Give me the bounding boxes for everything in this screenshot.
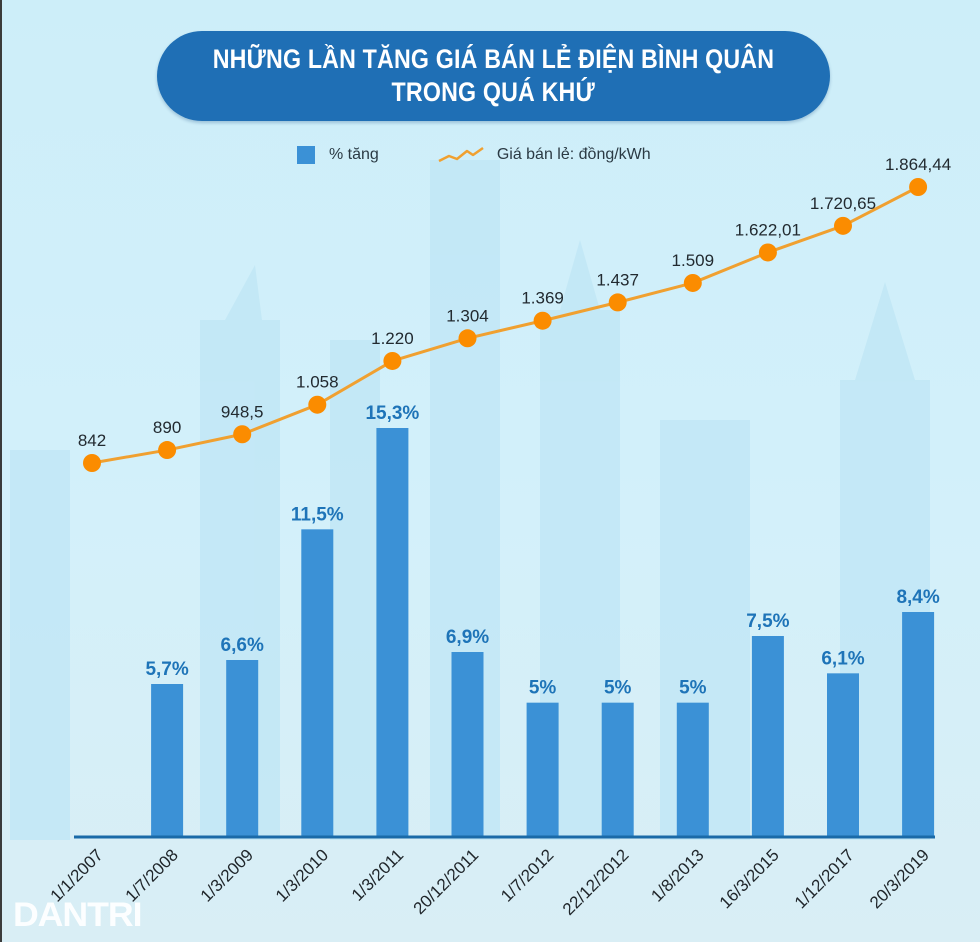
title-banner: NHỮNG LẦN TĂNG GIÁ BÁN LẺ ĐIỆN BÌNH QUÂN… [157, 31, 830, 121]
bar [526, 702, 559, 836]
x-axis-label: 22/12/2012 [559, 845, 633, 919]
bar-value-label: 6,1% [821, 648, 864, 669]
price-marker [533, 311, 552, 330]
price-marker [608, 293, 627, 312]
legend-item-price: Giá bán lẻ: đồng/kWh [437, 146, 651, 164]
title-line-1: NHỮNG LẦN TĂNG GIÁ BÁN LẺ ĐIỆN BÌNH QUÂN [212, 44, 775, 74]
bar [376, 428, 409, 836]
bar [751, 636, 784, 836]
bar-value-label: 6,9% [446, 627, 489, 648]
price-value-label: 1.304 [446, 306, 489, 325]
x-axis-label: 1/12/2017 [791, 845, 858, 912]
bar-value-label: 5% [679, 678, 707, 699]
legend-item-percent: % tăng [297, 146, 379, 164]
price-value-label: 890 [153, 418, 181, 437]
bar-value-label: 5% [604, 678, 632, 699]
x-axis-label: 1/8/2013 [647, 845, 707, 905]
price-line [91, 185, 919, 465]
x-axis-label: 1/3/2009 [197, 845, 257, 905]
bar [451, 652, 484, 836]
bar-value-label: 5,7% [145, 659, 188, 680]
line-swatch-icon [438, 146, 484, 163]
x-axis-label: 16/3/2015 [716, 845, 783, 912]
x-axis-label: 20/12/2011 [410, 845, 483, 918]
x-axis-label: 1/3/2011 [348, 845, 407, 904]
bar-value-label: 15,3% [365, 403, 419, 424]
price-marker [233, 425, 252, 444]
price-value-label: 1.058 [296, 373, 339, 392]
price-value-label: 1.369 [521, 289, 564, 308]
price-marker [758, 243, 777, 262]
chart-legend: % tăng Giá bán lẻ: đồng/kWh [297, 146, 651, 164]
price-value-label: 1.220 [371, 329, 414, 348]
price-value-label: 1.720,65 [810, 194, 876, 213]
price-value-label: 948,5 [221, 402, 264, 421]
price-marker [458, 329, 477, 348]
price-value-label: 1.437 [596, 270, 639, 289]
bar-swatch-icon [297, 146, 315, 164]
price-value-label: 1.509 [672, 251, 715, 270]
bar [676, 702, 709, 836]
price-marker [158, 441, 177, 460]
price-value-label: 1.864,44 [885, 155, 951, 174]
left-border [0, 0, 2, 942]
price-marker [683, 273, 702, 292]
dantri-watermark: DANTRI [12, 896, 143, 934]
price-value-label: 1.622,01 [735, 220, 801, 239]
bar-value-label: 5% [529, 678, 557, 699]
bar [226, 660, 259, 836]
bar [601, 702, 634, 836]
price-marker [308, 395, 327, 414]
bar [902, 612, 935, 836]
x-axis-label: 20/3/2019 [866, 845, 933, 912]
bar-value-label: 8,4% [896, 587, 939, 608]
legend-label-price: Giá bán lẻ: đồng/kWh [496, 146, 651, 163]
legend-label-percent: % tăng [329, 146, 379, 163]
price-marker [909, 178, 928, 196]
bar-value-label: 7,5% [746, 611, 789, 632]
bar [827, 673, 859, 836]
price-marker [383, 351, 402, 370]
x-axis-label: 1/3/2010 [272, 845, 332, 905]
bar-value-label: 6,6% [221, 635, 264, 656]
price-marker [83, 454, 101, 472]
bar [151, 684, 184, 836]
price-value-label: 842 [78, 431, 106, 450]
bar-value-label: 11,5% [291, 504, 344, 525]
title-line-2: TRONG QUÁ KHỨ [391, 77, 596, 107]
price-marker [834, 216, 852, 235]
bar [301, 529, 334, 836]
x-axis-label: 1/7/2012 [497, 845, 557, 905]
